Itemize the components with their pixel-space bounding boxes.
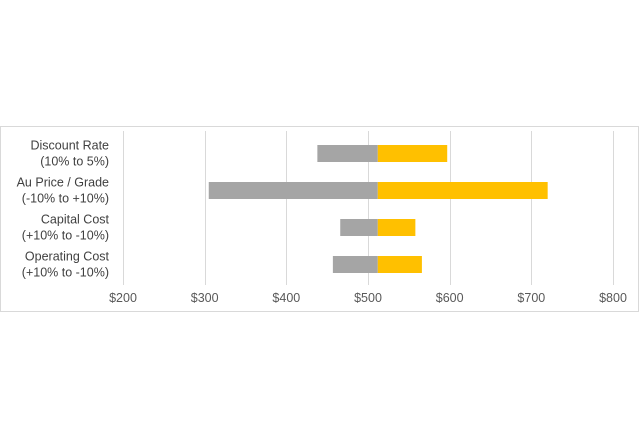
bar-low xyxy=(208,182,378,199)
bar-high xyxy=(377,145,448,162)
bar-high xyxy=(377,182,548,199)
category-label-line: (+10% to -10%) xyxy=(22,229,109,243)
bar-high xyxy=(377,219,416,236)
category-label-line: Capital Cost xyxy=(41,213,110,227)
bar-low xyxy=(340,219,378,236)
tornado-chart: Discount Rate (10% to 5%) Au Price / Grade… xyxy=(0,126,639,312)
chart-plot: Discount Rate (10% to 5%) Au Price / Grade… xyxy=(17,131,627,305)
x-tick-label: $800 xyxy=(599,291,627,305)
category-label-line: (+10% to -10%) xyxy=(22,266,109,280)
category-label-line: Au Price / Grade xyxy=(17,176,109,190)
category-label-line: Discount Rate xyxy=(30,139,109,153)
x-tick-label: $600 xyxy=(436,291,464,305)
x-tick-label: $400 xyxy=(272,291,300,305)
category-label: Operating Cost (+10% to -10%) xyxy=(22,250,110,280)
bars xyxy=(208,145,548,273)
category-label-line: (10% to 5%) xyxy=(40,155,109,169)
category-labels: Discount Rate (10% to 5%) Au Price / Grade… xyxy=(17,139,110,280)
x-tick-label: $200 xyxy=(109,291,137,305)
bar-low xyxy=(332,256,378,273)
bar-high xyxy=(377,256,422,273)
category-label: Capital Cost (+10% to -10%) xyxy=(22,213,110,243)
x-axis-tick-labels: $200 $300 $400 $500 $600 $700 $800 xyxy=(109,291,627,305)
category-label-line: Operating Cost xyxy=(25,250,110,264)
x-tick-label: $700 xyxy=(517,291,545,305)
category-label: Discount Rate (10% to 5%) xyxy=(30,139,109,169)
category-label: Au Price / Grade (-10% to +10%) xyxy=(17,176,109,206)
category-label-line: (-10% to +10%) xyxy=(22,192,109,206)
x-tick-label: $300 xyxy=(191,291,219,305)
x-tick-label: $500 xyxy=(354,291,382,305)
bar-low xyxy=(317,145,378,162)
